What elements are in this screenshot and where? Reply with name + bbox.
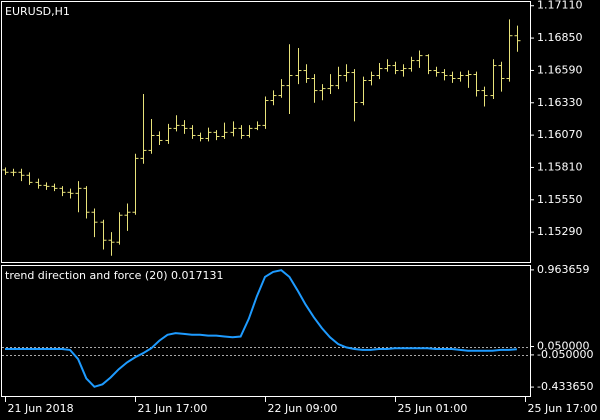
x-tick-label: 21 Jun 2018: [8, 402, 74, 415]
y-tick-label: 1.16070: [537, 128, 583, 141]
y-tick-label: 1.16590: [537, 63, 583, 76]
y-tick-label: 1.15290: [537, 225, 583, 238]
indicator-line: [5, 269, 517, 388]
y-tick-label: 1.15550: [537, 193, 583, 206]
x-tick-label: 25 Jun 01:00: [398, 402, 468, 415]
indicator-panel: [1, 265, 531, 397]
y-tick-label: 0.050000: [537, 340, 590, 353]
y-tick-label: 1.15810: [537, 160, 583, 173]
y-tick-label: 0.963659: [537, 263, 590, 276]
y-tick-label: 1.17110: [537, 0, 583, 12]
indicator-title: trend direction and force (20) 0.017131: [5, 269, 223, 282]
y-tick-label: 1.16850: [537, 31, 583, 44]
x-tick-label: 21 Jun 17:00: [138, 402, 208, 415]
chart-title: EURUSD,H1: [5, 5, 70, 18]
y-tick-label: -0.433650: [537, 380, 593, 393]
main-panel: [1, 1, 531, 263]
x-tick-label: 22 Jun 09:00: [268, 402, 338, 415]
y-tick-label: 1.16330: [537, 96, 583, 109]
x-tick-label: 25 Jun 17:00: [528, 402, 598, 415]
y-tick-label: -0.050000: [537, 348, 593, 361]
